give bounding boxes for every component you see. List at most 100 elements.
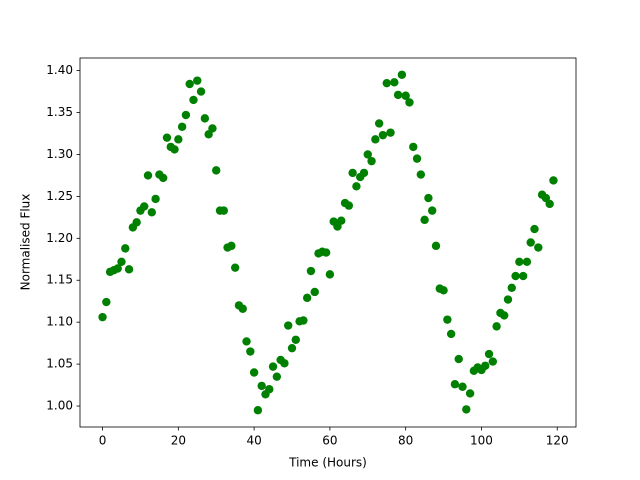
point — [219, 206, 228, 215]
point — [348, 168, 357, 178]
point — [374, 119, 384, 128]
x-tick-label: 20 — [171, 434, 186, 448]
point — [121, 244, 130, 253]
point — [534, 243, 543, 252]
point — [268, 362, 278, 371]
point — [462, 405, 471, 414]
point — [397, 70, 407, 79]
y-tick-label: 1.35 — [46, 105, 73, 119]
point — [185, 79, 194, 89]
point — [170, 145, 179, 154]
point — [147, 208, 157, 217]
point — [443, 315, 452, 324]
point — [299, 316, 308, 325]
x-tick-label: 120 — [546, 434, 569, 448]
point — [181, 110, 191, 120]
point — [522, 257, 532, 266]
point — [420, 215, 429, 225]
point — [428, 206, 437, 215]
x-tick-label: 0 — [99, 434, 107, 448]
point — [238, 304, 247, 313]
point — [291, 335, 300, 344]
point — [337, 216, 346, 225]
point — [242, 337, 251, 346]
x-axis-label: Time (Hours) — [288, 456, 367, 470]
point — [450, 380, 460, 389]
y-tick-label: 1.30 — [46, 147, 73, 161]
point — [518, 271, 528, 281]
point — [310, 287, 319, 297]
x-tick-label: 100 — [470, 434, 493, 448]
point — [306, 266, 316, 276]
point — [158, 173, 168, 183]
point — [507, 283, 516, 292]
y-axis-label: Normalised Flux — [19, 194, 33, 291]
point — [545, 199, 554, 209]
point — [446, 329, 456, 339]
point — [412, 154, 422, 163]
point — [378, 130, 388, 140]
x-tick-label: 60 — [322, 434, 337, 448]
point — [140, 202, 149, 211]
point — [499, 311, 509, 320]
y-tick-label: 1.15 — [46, 273, 73, 287]
point — [386, 128, 395, 137]
point — [515, 257, 524, 266]
point — [424, 193, 433, 203]
point — [458, 382, 467, 391]
point — [526, 238, 535, 247]
point — [177, 122, 187, 131]
point — [280, 359, 289, 368]
point — [265, 385, 274, 394]
point — [382, 78, 391, 88]
point — [431, 241, 441, 251]
point — [530, 224, 539, 234]
y-tick-label: 1.25 — [46, 189, 73, 203]
point — [325, 270, 335, 279]
point — [302, 293, 312, 303]
point — [272, 372, 282, 381]
point — [212, 166, 221, 175]
point — [249, 368, 259, 377]
point — [409, 142, 418, 152]
point — [257, 381, 266, 391]
point — [488, 357, 498, 366]
point — [405, 98, 414, 107]
point — [416, 170, 426, 179]
point — [102, 297, 111, 307]
point — [193, 76, 202, 85]
point — [113, 264, 122, 273]
point — [132, 218, 141, 227]
point — [124, 265, 134, 274]
point — [189, 95, 198, 105]
y-tick-label: 1.20 — [46, 231, 73, 245]
y-tick-label: 1.05 — [46, 357, 73, 371]
point — [208, 124, 217, 133]
point — [321, 248, 331, 257]
point — [390, 78, 399, 87]
point — [367, 156, 376, 166]
point — [246, 347, 255, 356]
point — [230, 263, 240, 272]
plot-frame — [79, 57, 577, 428]
point — [227, 241, 236, 251]
y-tick-label: 1.00 — [46, 399, 73, 413]
point — [371, 135, 380, 144]
point — [484, 349, 494, 359]
point — [401, 91, 410, 100]
point — [162, 133, 172, 142]
x-tick-label: 80 — [398, 434, 413, 448]
point — [344, 201, 354, 210]
point — [359, 168, 369, 178]
point — [287, 343, 297, 353]
point — [253, 406, 263, 415]
point — [200, 114, 210, 123]
point — [439, 286, 448, 295]
y-tick-label: 1.10 — [46, 315, 73, 329]
point — [284, 321, 293, 330]
point — [549, 176, 558, 185]
point — [174, 135, 183, 144]
point — [143, 171, 153, 180]
point — [393, 90, 403, 100]
